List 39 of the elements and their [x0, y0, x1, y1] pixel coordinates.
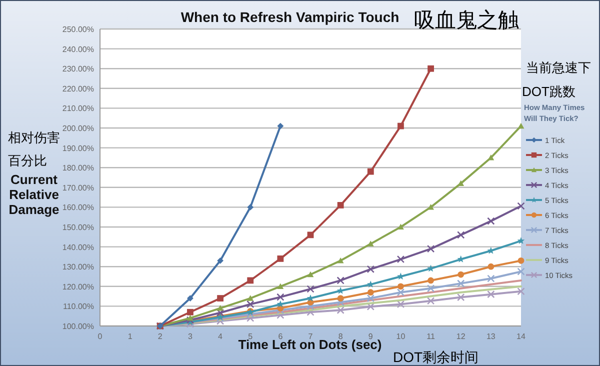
x-tick-label: 7 — [308, 332, 314, 341]
chart-title: When to Refresh Vampiric Touch — [180, 9, 400, 25]
x-tick-label: 11 — [426, 332, 436, 341]
annotation: 吸血鬼之触 — [414, 9, 519, 32]
y-tick-label: 210.00% — [62, 104, 94, 114]
x-tick-label: 0 — [98, 332, 103, 341]
x-tick-label: 2 — [158, 332, 163, 341]
y-tick-label: 170.00% — [62, 183, 94, 192]
y-tick-label: 240.00% — [62, 44, 94, 54]
text: DOT剩余时间 — [393, 349, 479, 365]
y-tick-label: 110.00% — [63, 302, 94, 312]
x-tick-label: 3 — [188, 332, 193, 341]
x-tick-label: 4 — [218, 332, 224, 341]
text: DOT跳数 — [522, 84, 576, 99]
y-tick-label: 180.00% — [62, 164, 94, 173]
x-tick-label: 14 — [516, 332, 526, 341]
y-tick-label: 250.00% — [62, 25, 94, 34]
text: 当前急速下 — [526, 60, 591, 75]
x-tick-label: 9 — [368, 332, 374, 341]
x-tick-label: 13 — [486, 332, 496, 341]
y-tick-label: 150.00% — [62, 223, 94, 232]
y-tick-label: 140.00% — [62, 242, 94, 252]
x-tick-label: 12 — [456, 332, 466, 341]
x-tick-label: 10 — [396, 332, 406, 341]
x-tick-label: 1 — [128, 332, 133, 341]
y-tick-label: 160.00% — [62, 203, 94, 212]
y-tick-label: 220.00% — [62, 84, 94, 94]
x-tick-label: 5 — [248, 332, 254, 341]
text: 百分比 — [8, 153, 47, 168]
y-tick-label: 100.00% — [62, 322, 94, 331]
y-tick-label: 200.00% — [62, 124, 94, 133]
x-tick-label: 8 — [338, 332, 344, 341]
y-tick-label: 190.00% — [62, 144, 94, 153]
y-axis-title: Current Relative Damage — [8, 172, 60, 217]
y-tick-label: 230.00% — [62, 64, 94, 74]
y-tick-label: 120.00% — [62, 282, 94, 292]
y-tick-label: 130.00% — [62, 262, 94, 272]
x-tick-label: 6 — [278, 332, 284, 341]
text: 相对伤害 — [8, 130, 60, 145]
